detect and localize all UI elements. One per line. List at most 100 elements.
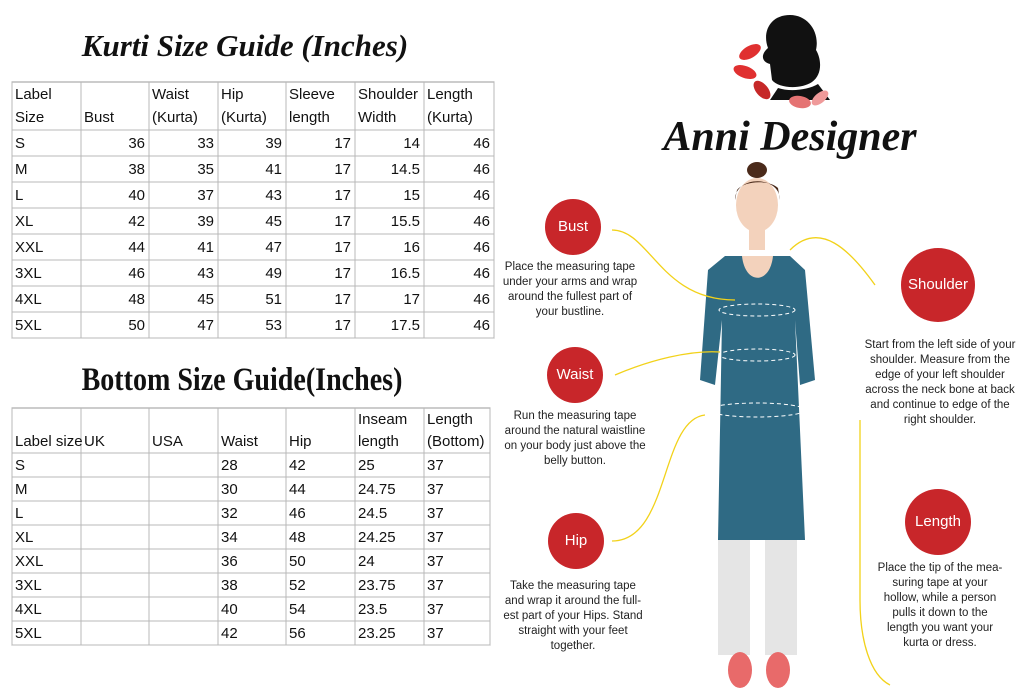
table-cell: 16 (403, 239, 420, 256)
measure-label: Hip (565, 532, 588, 549)
table-cell: 3XL (15, 265, 42, 282)
table-cell: 48 (128, 291, 145, 308)
table-cell: 52 (289, 577, 306, 594)
measure-description: straight with your feet (518, 625, 628, 637)
header-cell: USA (152, 433, 183, 450)
table-cell: 36 (221, 553, 238, 570)
measure-description: across the neck bone at back (865, 384, 1015, 396)
table-cell: 43 (197, 265, 214, 282)
table-cell: 34 (221, 529, 238, 546)
table-cell: 40 (128, 187, 145, 204)
measure-description: on your body just above the (504, 440, 645, 452)
table-cell: 16.5 (391, 265, 420, 282)
table-cell: 48 (289, 529, 306, 546)
table-cell: 50 (289, 553, 306, 570)
table-cell: 28 (221, 457, 238, 474)
table-cell: 37 (427, 601, 444, 618)
header-cell: UK (84, 433, 105, 450)
table-cell: 41 (197, 239, 214, 256)
measure-badge (548, 513, 604, 569)
header-cell: length (289, 109, 330, 126)
header-cell: Inseam (358, 411, 407, 428)
measure-description: around the natural waistline (505, 425, 646, 437)
measure-label: Waist (557, 366, 595, 383)
table-cell: 37 (427, 457, 444, 474)
measure-description: suring tape at your (892, 577, 987, 589)
table-cell: 17 (334, 135, 351, 152)
table-cell: 17.5 (391, 317, 420, 334)
figure (700, 162, 815, 688)
header-cell: Length (427, 411, 473, 428)
kurti-title: Kurti Size Guide (Inches) (81, 28, 408, 63)
table-cell: XXL (15, 239, 43, 256)
table-cell: 38 (221, 577, 238, 594)
table-cell: L (15, 505, 23, 522)
table-cell: 17 (334, 213, 351, 230)
table-cell: 17 (334, 187, 351, 204)
header-cell: Width (358, 109, 396, 126)
table-cell: 23.5 (358, 601, 387, 618)
table-cell: 14 (403, 135, 420, 152)
table-cell: 44 (289, 481, 306, 498)
table-cell: 33 (197, 135, 214, 152)
table-cell: 24.75 (358, 481, 396, 498)
table-cell: M (15, 161, 28, 178)
measure-description: edge of your left shoulder (875, 369, 1005, 381)
table-background (11, 407, 491, 646)
header-cell: length (358, 433, 399, 450)
measure-description: Place the measuring tape (505, 261, 635, 273)
header-cell: Waist (221, 433, 259, 450)
measure-description: kurta or dress. (903, 637, 977, 649)
measure-description: pulls it down to the (892, 607, 987, 619)
table-cell: 44 (128, 239, 145, 256)
header-cell: Sleeve (289, 86, 335, 103)
guide-lines (611, 229, 891, 686)
table-cell: 37 (197, 187, 214, 204)
table-cell: 17 (334, 317, 351, 334)
header-cell: Hip (221, 86, 244, 103)
measure-badge (901, 248, 975, 322)
measure-description: right shoulder. (904, 414, 976, 426)
measure-description: and wrap it around the full- (505, 595, 641, 607)
table-cell: 42 (221, 625, 238, 642)
measure-description: together. (551, 640, 596, 652)
measure-description: Run the measuring tape (514, 410, 637, 422)
table-cell: 4XL (15, 291, 42, 308)
measure-badge (547, 347, 603, 403)
table-cell: 46 (473, 135, 490, 152)
table-cell: 56 (289, 625, 306, 642)
table-cell: 45 (265, 213, 282, 230)
table-cell: 24.5 (358, 505, 387, 522)
header-cell: (Bottom) (427, 433, 485, 450)
table-cell: M (15, 481, 28, 498)
table-cell: S (15, 135, 25, 152)
header-cell: Label (15, 86, 52, 103)
table-background (11, 81, 495, 339)
table-cell: 24 (358, 553, 375, 570)
measure-label: Shoulder (908, 276, 968, 293)
header-cell: Bust (84, 109, 115, 126)
table-cell: 46 (473, 291, 490, 308)
measure-description: Take the measuring tape (510, 580, 636, 592)
header-cell: Hip (289, 433, 312, 450)
table-cell: L (15, 187, 23, 204)
table-cell: XL (15, 213, 33, 230)
table-cell: 54 (289, 601, 306, 618)
table-cell: 23.75 (358, 577, 396, 594)
table-cell: 41 (265, 161, 282, 178)
table-cell: 38 (128, 161, 145, 178)
table-cell: 17 (334, 265, 351, 282)
logo-icon (733, 15, 830, 109)
table-cell: 17 (403, 291, 420, 308)
table-cell: 5XL (15, 317, 42, 334)
table-cell: 45 (197, 291, 214, 308)
table-cell: 37 (427, 625, 444, 642)
table-cell: 46 (473, 265, 490, 282)
table-cell: XL (15, 529, 33, 546)
table-cell: 42 (289, 457, 306, 474)
table-cell: 46 (289, 505, 306, 522)
table-cell: 50 (128, 317, 145, 334)
table-cell: 46 (473, 161, 490, 178)
measure-description: shoulder. Measure from the (870, 354, 1010, 366)
header-cell: Waist (152, 86, 190, 103)
